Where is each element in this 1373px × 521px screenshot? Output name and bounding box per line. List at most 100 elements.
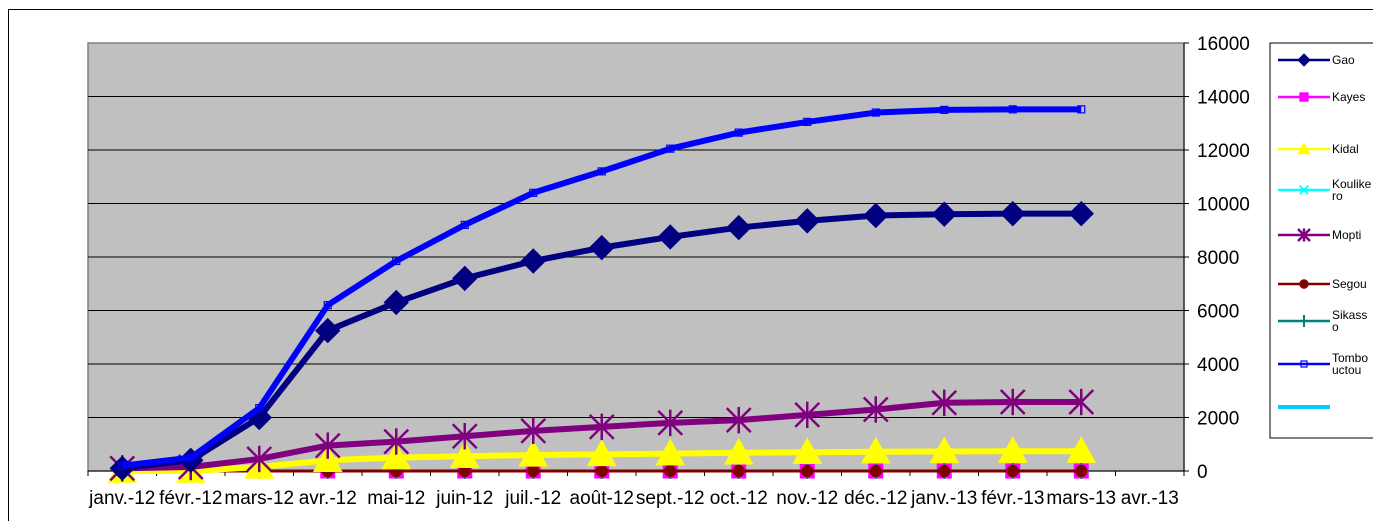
data-point bbox=[929, 436, 960, 464]
data-point bbox=[1066, 436, 1097, 463]
x-tick-label: nov.-12 bbox=[776, 488, 838, 509]
data-point bbox=[1077, 105, 1086, 114]
data-point bbox=[657, 224, 683, 250]
legend-item: Kayes bbox=[1278, 90, 1365, 104]
data-point bbox=[315, 317, 341, 344]
data-point bbox=[1006, 464, 1019, 478]
data-point bbox=[255, 404, 264, 413]
legend-marker bbox=[1297, 228, 1311, 242]
y-tick-label: 2000 bbox=[1197, 409, 1239, 430]
y-tick-label: 14000 bbox=[1197, 88, 1250, 109]
data-point bbox=[863, 202, 889, 229]
legend-label: Koulike bbox=[1332, 177, 1372, 191]
chart-frame bbox=[8, 9, 1373, 521]
y-tick-label: 8000 bbox=[1197, 248, 1239, 269]
data-point bbox=[452, 265, 478, 292]
data-point bbox=[666, 144, 675, 153]
series-tombouctou bbox=[118, 105, 1086, 470]
data-point bbox=[520, 417, 547, 445]
data-point bbox=[794, 401, 821, 429]
x-tick-label: juil.-12 bbox=[504, 488, 561, 509]
data-point bbox=[1068, 388, 1095, 416]
x-tick-label: mars-12 bbox=[224, 488, 294, 509]
legend-box bbox=[1269, 42, 1373, 439]
x-tick-label: août-12 bbox=[570, 488, 634, 509]
data-point bbox=[460, 220, 469, 229]
data-point bbox=[803, 117, 812, 127]
data-point bbox=[383, 289, 409, 316]
legend-label: uctou bbox=[1332, 363, 1361, 377]
series-line bbox=[121, 106, 1082, 469]
legend-label: Segou bbox=[1332, 277, 1367, 291]
legend-label: Kayes bbox=[1332, 90, 1365, 104]
data-point bbox=[723, 437, 754, 465]
data-point bbox=[931, 389, 958, 416]
data-point bbox=[862, 396, 889, 423]
legend-marker bbox=[1299, 185, 1309, 195]
legend-label: Gao bbox=[1332, 53, 1355, 67]
data-point bbox=[726, 214, 752, 241]
x-tick-label: sept.-12 bbox=[636, 488, 705, 509]
data-point bbox=[312, 445, 343, 472]
legend-label: Mopti bbox=[1332, 228, 1361, 242]
data-point bbox=[246, 445, 273, 473]
legend-marker bbox=[1299, 92, 1309, 102]
legend-item: Gao bbox=[1278, 53, 1355, 67]
data-point bbox=[323, 301, 332, 310]
data-point bbox=[588, 413, 615, 441]
legend-marker bbox=[1300, 360, 1308, 368]
legend-label: o bbox=[1332, 320, 1339, 334]
x-tick-label: oct.-12 bbox=[710, 488, 768, 509]
legend-label: Tombo bbox=[1332, 351, 1368, 365]
data-point bbox=[586, 439, 617, 467]
x-tick-label: avr.-12 bbox=[299, 488, 357, 509]
y-tick-label: 4000 bbox=[1197, 355, 1239, 376]
legend-item: Segou bbox=[1278, 277, 1367, 291]
data-point bbox=[792, 437, 823, 464]
data-point bbox=[392, 256, 401, 266]
data-point bbox=[657, 409, 684, 437]
y-tick-label: 0 bbox=[1197, 462, 1208, 483]
y-tick-label: 10000 bbox=[1197, 195, 1250, 216]
data-point bbox=[997, 436, 1028, 463]
data-point bbox=[655, 438, 686, 466]
legend-item: Kidal bbox=[1278, 141, 1359, 156]
x-tick-label: févr.-13 bbox=[981, 488, 1044, 509]
legend-marker bbox=[1298, 315, 1310, 327]
data-point bbox=[518, 439, 549, 467]
data-point bbox=[381, 442, 412, 470]
legend-label: Kidal bbox=[1332, 142, 1359, 156]
data-point bbox=[1000, 200, 1026, 227]
x-tick-label: déc.-12 bbox=[844, 488, 907, 509]
data-point bbox=[1008, 105, 1017, 114]
x-tick-label: juin-12 bbox=[435, 488, 493, 509]
data-point bbox=[449, 441, 480, 468]
data-point bbox=[527, 464, 540, 478]
legend-label: Sikass bbox=[1332, 308, 1367, 322]
y-tick-label: 12000 bbox=[1197, 141, 1250, 162]
data-point bbox=[529, 188, 538, 197]
y-tick-label: 16000 bbox=[1197, 34, 1250, 55]
data-point bbox=[664, 464, 677, 478]
data-point bbox=[931, 201, 957, 227]
data-point bbox=[383, 428, 410, 455]
series-mopti bbox=[109, 388, 1095, 482]
legend-marker bbox=[1299, 279, 1309, 289]
legend-item: Mopti bbox=[1278, 228, 1361, 242]
x-tick-label: févr.-12 bbox=[159, 488, 222, 509]
data-point bbox=[732, 464, 745, 478]
x-tick-label: janv.-12 bbox=[88, 488, 155, 509]
x-tick-label: mars-13 bbox=[1046, 488, 1116, 509]
x-tick-label: avr.-13 bbox=[1121, 488, 1179, 509]
y-tick-label: 6000 bbox=[1197, 302, 1239, 323]
data-point bbox=[725, 406, 752, 434]
data-point bbox=[520, 248, 546, 274]
x-tick-label: mai-12 bbox=[367, 488, 425, 509]
data-point bbox=[118, 461, 127, 470]
data-point bbox=[589, 234, 615, 261]
